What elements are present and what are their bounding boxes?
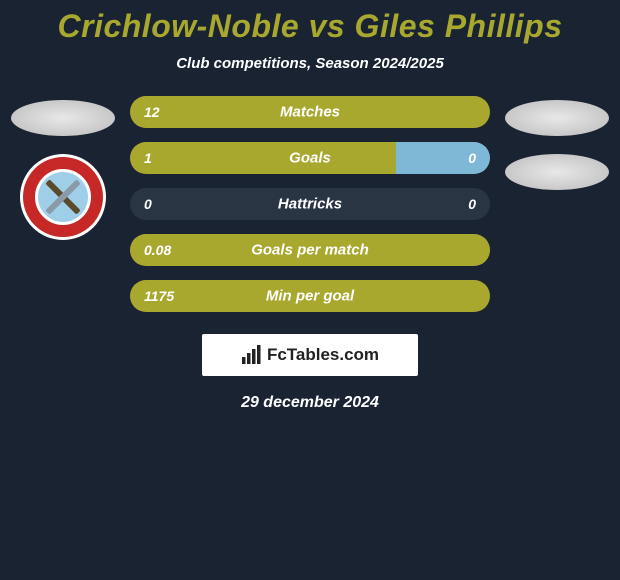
bar-chart-icon xyxy=(241,345,261,365)
stat-value-right: 0 xyxy=(468,196,476,212)
stat-label: Hattricks xyxy=(278,196,342,213)
club-badge-left xyxy=(20,154,106,240)
stat-value-left: 12 xyxy=(144,104,160,120)
stat-value-left: 1175 xyxy=(144,288,174,304)
stat-value-left: 0.08 xyxy=(144,242,171,258)
stat-row: 1175 Min per goal xyxy=(130,280,490,312)
comparison-content: 12 Matches 1 0 Goals 0 0 Hattricks 0.08 Goals per… xyxy=(0,96,620,312)
stat-row: 0.08 Goals per match xyxy=(130,234,490,266)
stat-row: 1 0 Goals xyxy=(130,142,490,174)
stat-label: Goals xyxy=(289,150,331,167)
page-title: Crichlow-Noble vs Giles Phillips xyxy=(0,8,620,45)
club-badge-cross-icon xyxy=(43,177,83,217)
branding-badge: FcTables.com xyxy=(202,334,418,376)
stat-fill-left xyxy=(130,142,396,174)
stat-value-left: 0 xyxy=(144,196,152,212)
stat-label: Goals per match xyxy=(251,242,369,259)
stat-value-left: 1 xyxy=(144,150,152,166)
stats-bars: 12 Matches 1 0 Goals 0 0 Hattricks 0.08 Goals per… xyxy=(130,96,490,312)
player-photo-placeholder-right-1 xyxy=(505,100,609,136)
subtitle: Club competitions, Season 2024/2025 xyxy=(0,55,620,72)
stat-row: 0 0 Hattricks xyxy=(130,188,490,220)
stat-row: 12 Matches xyxy=(130,96,490,128)
stat-label: Matches xyxy=(280,104,340,121)
player-photo-placeholder-right-2 xyxy=(505,154,609,190)
stat-value-right: 0 xyxy=(468,150,476,166)
club-badge-inner xyxy=(38,172,88,222)
player-photo-placeholder-left xyxy=(11,100,115,136)
date-text: 29 december 2024 xyxy=(0,394,620,412)
stat-label: Min per goal xyxy=(266,288,354,305)
left-player-column xyxy=(8,96,118,240)
right-player-column xyxy=(502,96,612,190)
root: Crichlow-Noble vs Giles Phillips Club co… xyxy=(0,0,620,580)
branding-text: FcTables.com xyxy=(267,345,379,365)
